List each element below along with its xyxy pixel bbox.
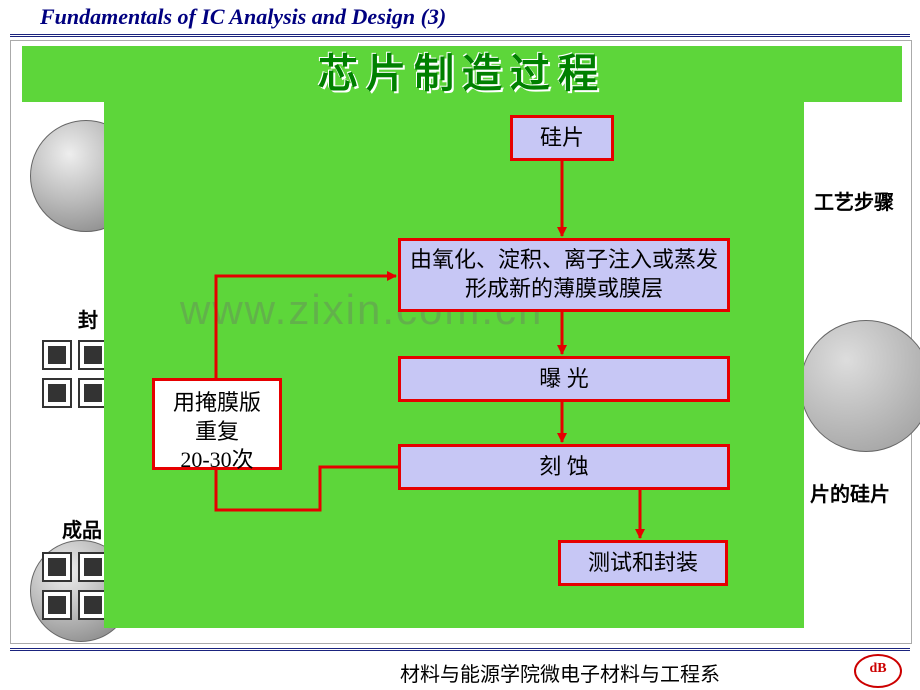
flow-node-test-package: 测试和封装	[558, 540, 728, 586]
chip-icon	[42, 552, 72, 582]
wafer-right	[800, 320, 920, 452]
side-label-left-bottom: 成品	[62, 514, 102, 543]
page-title: Fundamentals of IC Analysis and Design (…	[40, 4, 446, 30]
diagram-title: 芯片制造过程	[22, 46, 902, 102]
top-rule	[10, 34, 910, 37]
flow-node-exposure: 曝 光	[398, 356, 730, 402]
chip-icon	[42, 590, 72, 620]
slide-page: Fundamentals of IC Analysis and Design (…	[0, 0, 920, 690]
side-label-right-top: 工艺步骤	[814, 186, 894, 215]
bottom-rule	[10, 648, 910, 651]
chip-icon	[42, 378, 72, 408]
footer-text: 材料与能源学院微电子材料与工程系	[400, 658, 720, 687]
logo-badge: dB	[854, 654, 902, 688]
side-label-left-mid: 封	[78, 304, 98, 333]
flow-node-etch: 刻 蚀	[398, 444, 730, 490]
side-label-right-bottom: 片的硅片	[810, 478, 890, 507]
flow-node-loop: 用掩膜版 重复 20-30次	[152, 378, 282, 470]
chip-icon	[42, 340, 72, 370]
flow-node-silicon: 硅片	[510, 115, 614, 161]
flow-node-deposition: 由氧化、淀积、离子注入或蒸发形成新的薄膜或膜层	[398, 238, 730, 312]
